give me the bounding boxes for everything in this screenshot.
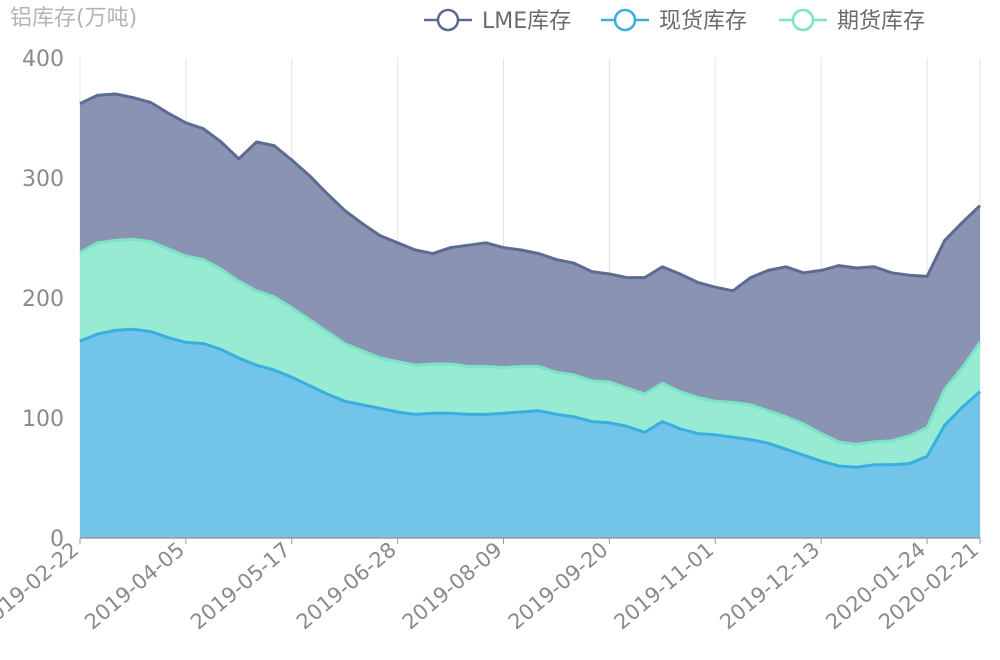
legend-marker-spot: [613, 8, 637, 32]
y-axis-title: 铝库存(万吨): [10, 6, 137, 31]
series-line-1: [79, 237, 982, 446]
legend-item-spot[interactable]: 现货库存: [601, 8, 747, 34]
x-tick-label: 2019-09-20: [504, 537, 613, 634]
y-tick-label: 100: [22, 407, 64, 432]
y-tick-label: 400: [22, 47, 64, 72]
y-tick-label: 300: [22, 167, 64, 192]
x-tick-label: 2019-06-28: [292, 537, 401, 634]
legend-marker-futures: [791, 8, 815, 32]
y-tick-label: 200: [22, 287, 64, 312]
legend-label-lme: LME库存: [482, 9, 571, 34]
x-tick-label: 2019-04-05: [80, 537, 189, 634]
x-tick-label: 2019-08-09: [398, 537, 507, 634]
x-tick-label: 2019-02-22: [0, 537, 83, 634]
legend-label-spot: 现货库存: [659, 9, 747, 34]
series-areas: [80, 94, 980, 538]
series-lines: [79, 92, 982, 469]
x-tick-label: 2019-05-17: [186, 537, 295, 634]
legend-label-futures: 期货库存: [837, 9, 925, 34]
x-tick-label: 2019-11-01: [610, 537, 719, 634]
x-axis-ticks: 2019-02-222019-04-052019-05-172019-06-28…: [0, 537, 983, 634]
legend-marker-lme: [436, 8, 460, 32]
legend[interactable]: LME库存 现货库存 期货库存: [424, 8, 925, 34]
y-axis-ticks: 400 300 200 100 0: [22, 47, 64, 552]
series-line-2: [79, 327, 981, 469]
x-tick-label: 2019-12-13: [715, 537, 824, 634]
series-area-2: [80, 329, 980, 538]
legend-item-futures[interactable]: 期货库存: [779, 8, 925, 34]
y-tick-label: 0: [50, 527, 64, 552]
series-line-0: [79, 92, 982, 293]
legend-item-lme[interactable]: LME库存: [424, 8, 571, 34]
